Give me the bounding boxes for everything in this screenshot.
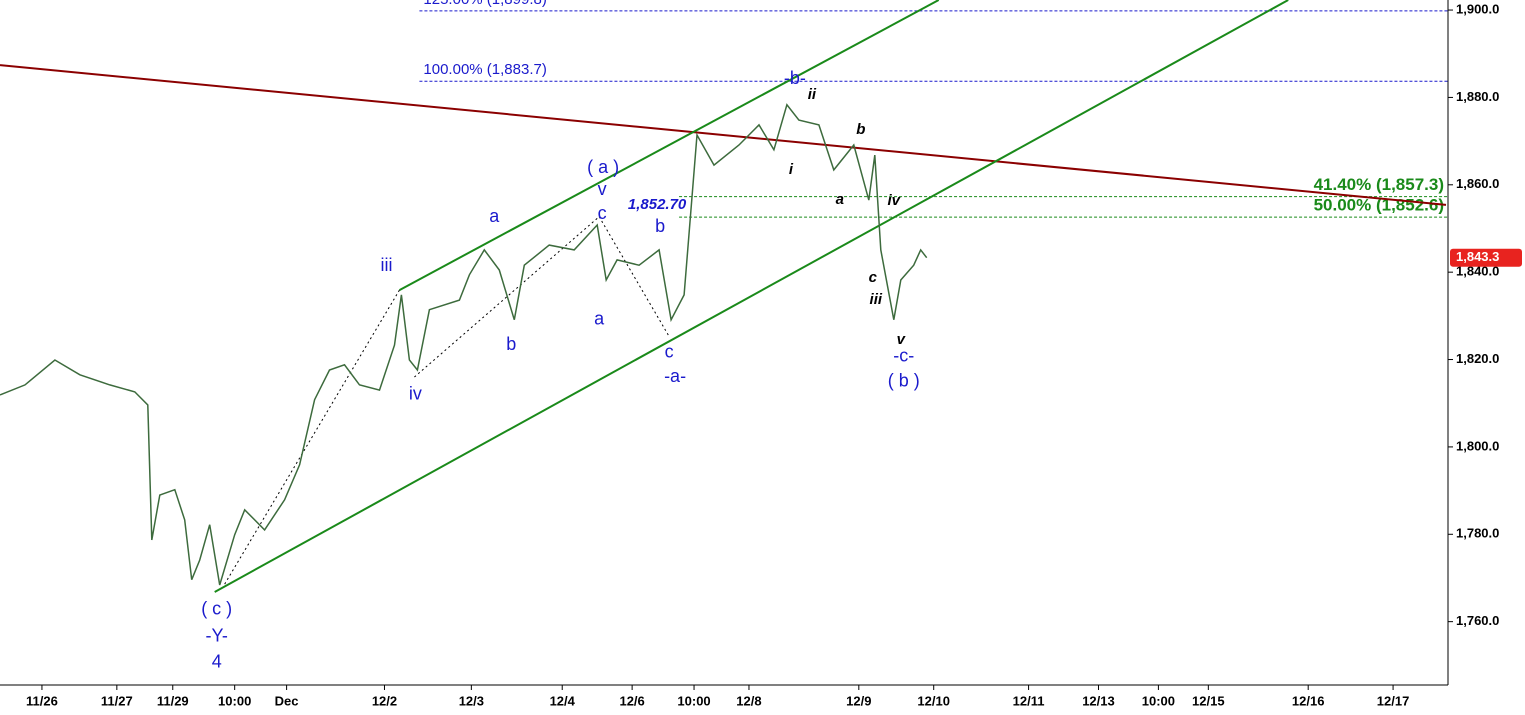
wave-label: v (897, 331, 907, 348)
y-tick-label: 1,820.0 (1456, 351, 1499, 366)
x-tick-label: 12/9 (846, 693, 871, 708)
wave-label: a (594, 309, 605, 329)
trendline (224, 289, 400, 585)
wave-label: c (869, 269, 878, 286)
wave-label: b (506, 334, 516, 354)
y-tick-label: 1,760.0 (1456, 613, 1499, 628)
wave-label: iii (870, 291, 883, 308)
wave-label: c (598, 203, 607, 223)
y-tick-label: 1,860.0 (1456, 176, 1499, 191)
trendline (214, 0, 1289, 593)
x-tick-label: 12/17 (1377, 693, 1410, 708)
x-tick-label: 11/26 (26, 693, 58, 708)
y-tick-label: 1,840.0 (1456, 264, 1499, 279)
fib-label: 100.00% (1,883.7) (423, 61, 546, 78)
x-tick-label: 12/10 (917, 693, 950, 708)
wave-label: b (856, 121, 865, 138)
wave-label: iii (380, 255, 392, 275)
x-tick-label: 10:00 (677, 693, 710, 708)
x-tick-label: 12/15 (1192, 693, 1225, 708)
wave-label: iv (888, 192, 902, 209)
wave-label: ( c ) (201, 599, 232, 619)
trendline (0, 64, 1447, 206)
wave-label: v (598, 179, 607, 199)
wave-label: b (655, 216, 665, 236)
y-tick-label: 1,780.0 (1456, 526, 1499, 541)
trendline (398, 0, 940, 291)
wave-label: -Y- (206, 626, 228, 646)
x-tick-label: 11/27 (101, 693, 133, 708)
trendline (414, 216, 600, 378)
price-line (0, 103, 928, 586)
wave-label: ( b ) (888, 371, 920, 391)
y-tick-label: 1,800.0 (1456, 438, 1499, 453)
x-tick-label: 10:00 (218, 693, 251, 708)
wave-label: i (789, 161, 794, 178)
x-tick-label: 12/6 (619, 693, 644, 708)
y-tick-label: 1,880.0 (1456, 89, 1499, 104)
fib-label: 41.40% (1,857.3) (1314, 175, 1444, 194)
x-tick-label: Dec (275, 693, 299, 708)
trendline (598, 216, 670, 337)
x-tick-label: 12/3 (459, 693, 484, 708)
x-tick-label: 12/16 (1292, 693, 1325, 708)
wave-label: iv (409, 384, 422, 404)
wave-label: ( a ) (587, 157, 619, 177)
x-tick-label: 10:00 (1142, 693, 1175, 708)
wave-label: 4 (212, 651, 222, 671)
fib-label: 125.00% (1,899.8) (423, 0, 546, 8)
wave-label: c (665, 342, 674, 362)
x-tick-label: 12/8 (736, 693, 761, 708)
fib-label: 50.00% (1,852.6) (1314, 196, 1444, 215)
wave-label: a (836, 191, 844, 208)
x-tick-label: 12/2 (372, 693, 397, 708)
wave-label: 1,852.70 (628, 196, 687, 213)
wave-label: -a- (664, 366, 686, 386)
wave-label: ii (808, 86, 817, 103)
wave-label: a (489, 206, 500, 226)
x-tick-label: 12/13 (1082, 693, 1115, 708)
x-tick-label: 12/11 (1013, 693, 1045, 708)
last-price-box (1450, 248, 1522, 267)
wave-label: -b- (784, 68, 806, 88)
x-tick-label: 12/4 (550, 693, 576, 708)
last-price-label: 1,843.3 (1456, 249, 1499, 264)
x-tick-label: 11/29 (157, 693, 189, 708)
y-tick-label: 1,900.0 (1456, 1, 1499, 16)
wave-label: -c- (893, 346, 914, 366)
